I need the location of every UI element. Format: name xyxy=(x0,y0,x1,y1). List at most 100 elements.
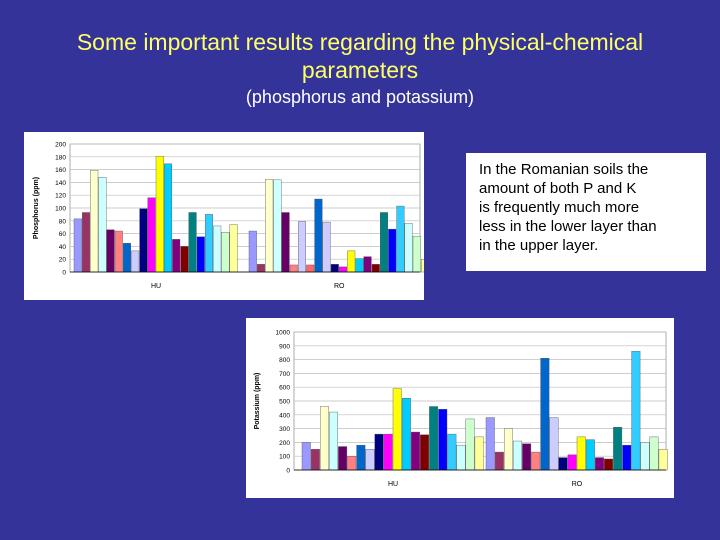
potassium-bar xyxy=(310,449,320,471)
potassium-bar xyxy=(447,433,457,471)
potassium-bar xyxy=(420,434,430,471)
phosphorus-bar xyxy=(306,264,315,273)
phosphorus-bar xyxy=(404,223,413,273)
potassium-bar xyxy=(301,442,311,471)
potassium-x-group-label: RO xyxy=(572,481,583,488)
potassium-bar xyxy=(374,433,384,471)
phosphorus-bar xyxy=(155,155,164,273)
potassium-bar xyxy=(622,444,632,471)
phosphorus-bar xyxy=(139,208,148,273)
phosphorus-y-axis-label: Phosphorus (ppm) xyxy=(33,177,40,239)
phosphorus-bar xyxy=(371,264,380,273)
potassium-y-tick-label: 300 xyxy=(279,426,290,433)
potassium-bar xyxy=(513,440,522,471)
phosphorus-bar xyxy=(131,250,140,273)
phosphorus-bar xyxy=(90,170,99,273)
phosphorus-y-tick-label: 20 xyxy=(59,257,67,264)
potassium-bar xyxy=(585,439,595,471)
phosphorus-bar xyxy=(289,264,298,273)
phosphorus-bar xyxy=(180,246,189,273)
phosphorus-bar xyxy=(339,266,348,273)
potassium-bar xyxy=(640,442,650,471)
phosphorus-bar xyxy=(273,179,282,273)
potassium-bar xyxy=(658,449,668,471)
potassium-y-tick-label: 200 xyxy=(279,440,290,447)
phosphorus-bar xyxy=(229,224,238,273)
phosphorus-bar xyxy=(147,197,156,273)
phosphorus-bar xyxy=(363,256,372,273)
phosphorus-bar xyxy=(380,212,389,273)
phosphorus-bar xyxy=(298,221,307,273)
phosphorus-y-tick-label: 100 xyxy=(55,206,66,213)
note-line: less in the lower layer than xyxy=(479,218,657,235)
phosphorus-y-tick-label: 120 xyxy=(55,193,66,200)
potassium-x-group-label: HU xyxy=(388,481,398,488)
phosphorus-bar xyxy=(204,214,213,273)
phosphorus-bar xyxy=(396,205,405,273)
phosphorus-x-group-label: HU xyxy=(151,283,161,290)
potassium-y-tick-label: 800 xyxy=(279,357,290,364)
potassium-bar xyxy=(410,431,420,471)
note-line: in the upper layer. xyxy=(479,237,599,254)
phosphorus-chart-panel: 0 20 40 60 80 100 120 140 160 180 200 Phosphorus (p… xyxy=(24,132,424,300)
potassium-bar xyxy=(540,358,550,471)
potassium-bar xyxy=(631,351,641,471)
phosphorus-x-group-label: RO xyxy=(334,283,345,290)
potassium-bar xyxy=(401,398,411,471)
potassium-y-tick-label: 500 xyxy=(279,399,290,406)
phosphorus-bar xyxy=(114,230,123,273)
potassium-bar xyxy=(392,388,402,471)
potassium-y-tick-label: 0 xyxy=(286,468,290,475)
potassium-bar xyxy=(383,433,393,471)
potassium-bar xyxy=(356,444,366,471)
phosphorus-y-tick-label: 40 xyxy=(59,244,67,251)
potassium-bar xyxy=(567,454,577,471)
potassium-bar xyxy=(429,406,439,471)
phosphorus-bar xyxy=(412,235,421,273)
phosphorus-bar xyxy=(188,212,197,273)
potassium-bar xyxy=(365,449,375,471)
potassium-y-axis-label: Potassium (ppm) xyxy=(254,373,261,430)
potassium-bar xyxy=(319,406,329,471)
note-line: In the Romanian soils the xyxy=(479,161,649,178)
potassium-bar xyxy=(576,436,586,471)
phosphorus-bar xyxy=(421,258,424,273)
phosphorus-bar xyxy=(82,212,91,273)
slide-subtitle: (phosphorus and potassium) xyxy=(245,87,475,107)
potassium-bar xyxy=(531,451,541,471)
phosphorus-y-tick-label: 160 xyxy=(55,167,66,174)
potassium-chart: 0 100 200 300 400 500 600 700 800 900 1000 Potassiu… xyxy=(254,330,668,488)
note-box: In the Romanian soils the amount of both… xyxy=(466,153,706,271)
potassium-bar xyxy=(338,446,348,471)
phosphorus-bar xyxy=(355,258,364,273)
phosphorus-bar xyxy=(172,239,181,273)
phosphorus-y-tick-label: 80 xyxy=(59,218,67,225)
phosphorus-bar xyxy=(196,236,205,273)
potassium-bar xyxy=(456,444,466,471)
potassium-bar xyxy=(613,427,623,471)
potassium-bar xyxy=(494,451,504,471)
phosphorus-y-tick-label: 180 xyxy=(55,154,66,161)
phosphorus-bar xyxy=(98,177,107,273)
potassium-bar xyxy=(504,428,513,471)
phosphorus-chart: 0 20 40 60 80 100 120 140 160 180 200 Phosphorus (p… xyxy=(33,142,424,290)
phosphorus-bar xyxy=(281,212,290,273)
phosphorus-bar xyxy=(265,179,274,273)
potassium-bar xyxy=(558,457,568,471)
phosphorus-bar xyxy=(330,264,339,273)
slide-title: Some important results regarding the phy… xyxy=(0,28,720,84)
potassium-bar xyxy=(649,436,659,471)
potassium-y-tick-label: 600 xyxy=(279,385,290,392)
phosphorus-bar xyxy=(347,250,356,273)
phosphorus-bar xyxy=(106,229,115,273)
phosphorus-y-tick-label: 60 xyxy=(59,231,67,238)
phosphorus-bar xyxy=(314,198,323,273)
note-line: is frequently much more xyxy=(479,199,640,216)
potassium-bar xyxy=(522,443,532,471)
slide-title-line2: parameters xyxy=(301,57,419,83)
potassium-y-tick-label: 900 xyxy=(279,343,290,350)
potassium-chart-panel: 0 100 200 300 400 500 600 700 800 900 1000 Potassiu… xyxy=(246,318,674,498)
potassium-bar xyxy=(485,417,495,471)
phosphorus-bar xyxy=(322,221,331,273)
potassium-y-tick-label: 100 xyxy=(279,454,290,461)
